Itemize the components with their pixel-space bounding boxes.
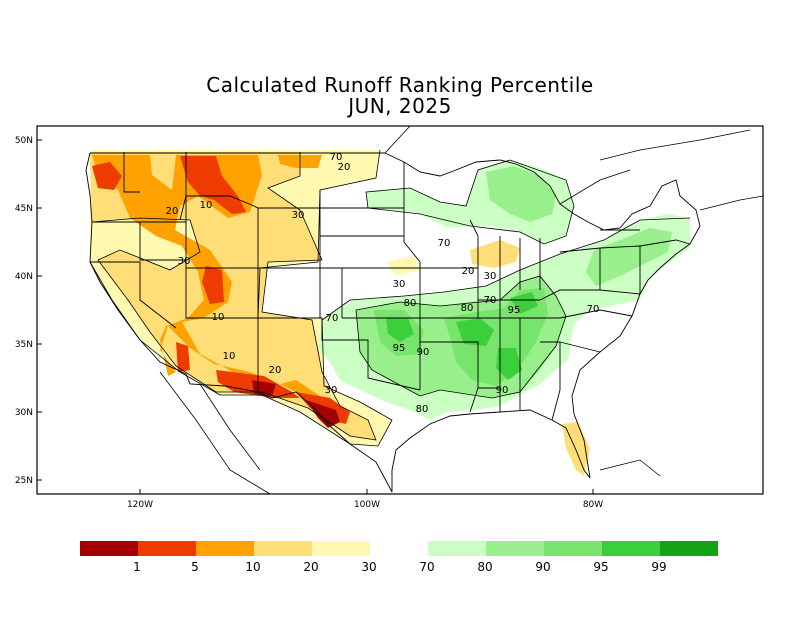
- legend-swatch-wet: [660, 541, 718, 556]
- legend-tick-label: 70: [419, 560, 434, 574]
- wet-80-region-ne: [586, 228, 672, 286]
- lat-tick-label: 30N: [15, 408, 33, 418]
- map-subtitle: JUN, 2025: [348, 94, 452, 118]
- contour-label: 70: [330, 152, 343, 163]
- wet-95-region-mid: [456, 318, 494, 346]
- dry-5-region: [180, 156, 246, 214]
- dry-20-region-ne: [470, 240, 520, 268]
- lat-tick-label: 40N: [15, 272, 33, 282]
- legend-swatch-wet: [602, 541, 660, 556]
- legend-tick-label: 80: [477, 560, 492, 574]
- color-legend: 1 5 10 20 30 70 80 90 95 99: [80, 541, 718, 574]
- lat-tick-label: 45N: [15, 204, 33, 214]
- contour-label: 20: [338, 162, 351, 173]
- contour-label: 90: [496, 385, 509, 396]
- legend-tick-label: 95: [593, 560, 608, 574]
- lat-axis: 50N 45N 40N 35N 30N 25N: [15, 136, 42, 486]
- dry-5-region-wa: [92, 162, 122, 190]
- contour-label: 80: [404, 298, 417, 309]
- legend-swatch-wet: [544, 541, 602, 556]
- legend-swatch-dry: [196, 541, 254, 556]
- contour-label: 95: [393, 343, 406, 354]
- dry-5-region-ut: [202, 266, 224, 304]
- contour-label: 80: [461, 303, 474, 314]
- dry-20-region: [90, 152, 376, 440]
- dry-5-region-az: [176, 342, 190, 372]
- contour-label: 30: [178, 256, 191, 267]
- contour-label: 80: [416, 404, 429, 415]
- contour-label: 95: [508, 305, 521, 316]
- neighbor-outlines: [159, 125, 764, 495]
- legend-swatch-wet: [486, 541, 544, 556]
- lon-tick-label: 80W: [583, 500, 603, 510]
- legend-swatch-dry: [312, 541, 370, 556]
- contour-label: 10: [223, 351, 236, 362]
- contour-label: 30: [484, 271, 497, 282]
- lat-tick-label: 50N: [15, 136, 33, 146]
- legend-swatch-dry: [254, 541, 312, 556]
- state-borders: [85, 152, 701, 493]
- wet-80-region-n: [486, 166, 556, 222]
- dry-1-region-bb: [306, 400, 340, 428]
- lat-tick-label: 35N: [15, 340, 33, 350]
- legend-swatch-dry: [138, 541, 196, 556]
- map-title: Calculated Runoff Ranking Percentile: [206, 73, 594, 97]
- contour-label: 30: [325, 385, 338, 396]
- legend-tick-label: 5: [191, 560, 199, 574]
- wet-95-region-ms: [496, 348, 522, 380]
- contour-label: 20: [166, 206, 179, 217]
- lon-tick-label: 120W: [127, 500, 153, 510]
- map-frame: [36, 125, 764, 495]
- contour-label: 70: [484, 295, 497, 306]
- contour-label: 20: [269, 365, 282, 376]
- dry-30-region-ks: [386, 256, 420, 276]
- map-fill-layer: [90, 150, 690, 476]
- contour-label: 10: [212, 312, 225, 323]
- contour-label: 70: [326, 313, 339, 324]
- contour-label: 20: [462, 266, 475, 277]
- lon-axis: 120W 100W 80W: [127, 489, 603, 510]
- contour-label: 30: [292, 210, 305, 221]
- contour-value-labels: 70 20 30 10 20 30 30 10 70 20 30 30 80 7…: [166, 152, 600, 415]
- lat-tick-label: 25N: [15, 476, 33, 486]
- contour-label: 90: [417, 347, 430, 358]
- legend-swatch-wet: [428, 541, 486, 556]
- legend-tick-label: 90: [535, 560, 550, 574]
- legend-tick-label: 10: [245, 560, 260, 574]
- contour-label: 70: [587, 304, 600, 315]
- contour-label: 10: [200, 200, 213, 211]
- contour-label: 70: [438, 238, 451, 249]
- wet-95-region-ky: [510, 292, 538, 314]
- legend-tick-label: 99: [651, 560, 666, 574]
- wet-95-region: [386, 318, 414, 342]
- contour-lines: [89, 149, 691, 447]
- legend-tick-label: 1: [133, 560, 141, 574]
- legend-tick-label: 30: [361, 560, 376, 574]
- legend-tick-label: 20: [303, 560, 318, 574]
- lon-tick-label: 100W: [354, 500, 380, 510]
- legend-swatch-dry: [80, 541, 138, 556]
- contour-label: 30: [393, 279, 406, 290]
